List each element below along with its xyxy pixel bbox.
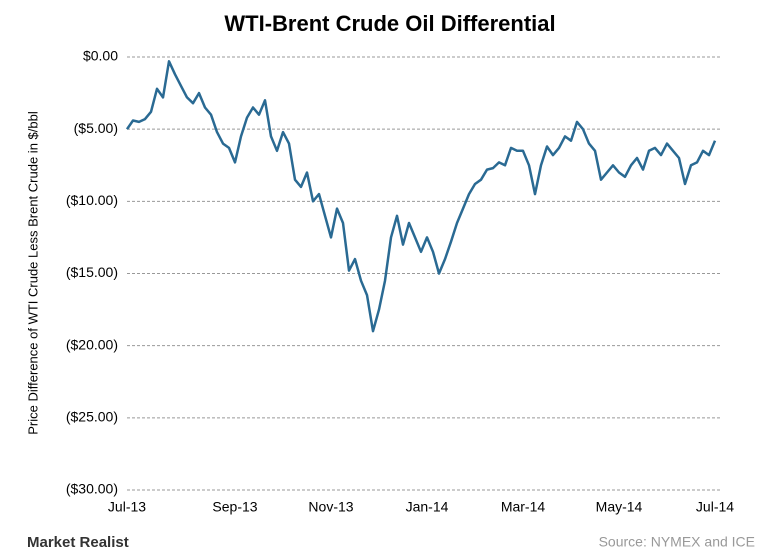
y-tick-label: ($20.00) <box>66 336 118 352</box>
y-tick-label: ($5.00) <box>74 120 118 136</box>
y-tick-label: ($15.00) <box>66 264 118 280</box>
chart-title: WTI-Brent Crude Oil Differential <box>224 11 555 36</box>
brand: Market Realist <box>27 534 129 551</box>
source: Source: NYMEX and ICE <box>599 534 755 550</box>
x-tick-label: May-14 <box>596 499 643 515</box>
y-tick-label: ($30.00) <box>66 481 118 497</box>
y-tick-label: ($10.00) <box>66 192 118 208</box>
y-axis-label: Price Difference of WTI Crude Less Brent… <box>25 111 40 435</box>
x-tick-label: Sep-13 <box>212 499 257 515</box>
x-tick-label: Jan-14 <box>406 499 449 515</box>
x-tick-label: Jul-14 <box>696 499 734 515</box>
x-tick-label: Jul-13 <box>108 499 146 515</box>
x-tick-label: Nov-13 <box>308 499 353 515</box>
y-tick-label: $0.00 <box>83 48 118 64</box>
x-tick-label: Mar-14 <box>501 499 546 515</box>
data-line <box>125 60 717 333</box>
y-tick-label: ($25.00) <box>66 409 118 425</box>
